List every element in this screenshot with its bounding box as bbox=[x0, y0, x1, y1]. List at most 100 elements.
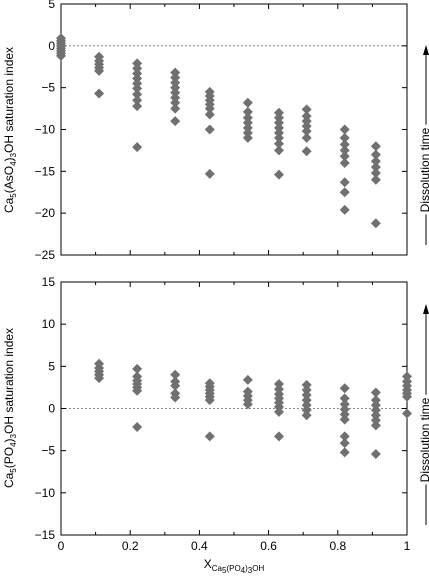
data-point bbox=[370, 410, 381, 421]
top-y-tick-label: −15 bbox=[35, 164, 56, 178]
data-point bbox=[339, 383, 350, 394]
bot-y-tick-label: 10 bbox=[42, 317, 56, 331]
data-point bbox=[370, 156, 381, 167]
data-point bbox=[56, 50, 66, 61]
data-point bbox=[370, 415, 381, 426]
data-point bbox=[170, 392, 181, 403]
data-point bbox=[132, 68, 143, 79]
data-point bbox=[132, 58, 143, 69]
top-y-axis-label: Ca5(AsO4)3OH saturation index bbox=[2, 47, 18, 213]
data-point bbox=[402, 371, 412, 382]
data-point bbox=[301, 104, 312, 115]
top-y-tick-label: −10 bbox=[35, 123, 56, 137]
data-point bbox=[339, 145, 350, 156]
data-point bbox=[242, 117, 253, 128]
data-point bbox=[132, 89, 143, 100]
data-point bbox=[370, 420, 381, 431]
data-point bbox=[170, 67, 181, 78]
data-point bbox=[273, 112, 284, 123]
data-point bbox=[132, 78, 143, 89]
data-point bbox=[242, 132, 253, 143]
data-point bbox=[204, 168, 215, 179]
bot-x-tick-label: 0.6 bbox=[260, 539, 277, 553]
data-point bbox=[339, 438, 350, 449]
data-point bbox=[339, 447, 350, 458]
top-plot-frame bbox=[60, 3, 408, 256]
data-point bbox=[170, 97, 181, 108]
bot-x-tick-label: 0.2 bbox=[122, 539, 139, 553]
data-point bbox=[273, 117, 284, 128]
bot-y-tick-label: 5 bbox=[48, 359, 55, 373]
data-point bbox=[370, 218, 381, 229]
data-point bbox=[301, 390, 312, 401]
data-point bbox=[402, 408, 412, 419]
data-point bbox=[132, 83, 143, 94]
data-point bbox=[273, 431, 284, 442]
data-point bbox=[132, 63, 143, 74]
data-point bbox=[242, 127, 253, 138]
bottom-dissolution-time-arrow bbox=[423, 304, 429, 525]
data-point bbox=[273, 132, 284, 143]
data-point bbox=[242, 399, 253, 410]
top-y-tick-label: 5 bbox=[48, 0, 55, 11]
bottom-y-ticks: 15 10 5 0 −5 −10 −15 bbox=[35, 275, 407, 542]
data-point bbox=[339, 157, 350, 168]
data-point bbox=[301, 405, 312, 416]
data-point bbox=[273, 107, 284, 118]
data-point bbox=[242, 112, 253, 123]
data-point bbox=[273, 384, 284, 395]
data-point bbox=[301, 384, 312, 395]
data-point bbox=[132, 142, 143, 153]
data-point bbox=[339, 187, 350, 198]
data-point bbox=[301, 395, 312, 406]
data-point bbox=[273, 138, 284, 149]
data-point bbox=[242, 374, 253, 385]
data-point bbox=[170, 103, 181, 114]
data-point bbox=[170, 82, 181, 93]
top-y-tick-label: −5 bbox=[41, 81, 55, 95]
data-point bbox=[370, 141, 381, 152]
data-point bbox=[204, 124, 215, 135]
top-y-tick-label: −25 bbox=[35, 248, 56, 262]
data-point bbox=[204, 109, 215, 120]
data-point bbox=[370, 400, 381, 411]
data-point bbox=[339, 177, 350, 188]
data-point bbox=[339, 431, 350, 442]
data-point bbox=[339, 132, 350, 143]
bottom-x-ticks: 0 0.2 0.4 0.6 0.8 1 bbox=[58, 282, 411, 553]
data-point bbox=[339, 393, 350, 404]
bot-y-tick-label: 0 bbox=[48, 402, 55, 416]
data-point bbox=[301, 121, 312, 132]
data-point bbox=[370, 449, 381, 460]
data-point bbox=[339, 151, 350, 162]
data-point bbox=[402, 391, 412, 402]
data-point bbox=[339, 414, 350, 425]
data-point bbox=[170, 369, 181, 380]
bottom-data-points bbox=[94, 358, 412, 460]
data-point bbox=[170, 380, 181, 391]
data-point bbox=[301, 126, 312, 137]
bot-x-tick-label: 0.4 bbox=[191, 539, 208, 553]
data-point bbox=[132, 95, 143, 106]
bot-x-tick-label: 1 bbox=[404, 539, 411, 553]
data-point bbox=[242, 97, 253, 108]
data-point bbox=[301, 111, 312, 122]
data-point bbox=[273, 379, 284, 390]
data-point bbox=[273, 127, 284, 138]
data-point bbox=[339, 399, 350, 410]
data-point bbox=[339, 139, 350, 150]
data-point bbox=[301, 379, 312, 390]
data-point bbox=[273, 406, 284, 417]
bot-x-tick-label: 0 bbox=[58, 539, 65, 553]
data-point bbox=[170, 87, 181, 98]
data-point bbox=[339, 409, 350, 420]
data-point bbox=[370, 387, 381, 398]
bot-y-tick-label: 15 bbox=[42, 275, 56, 289]
data-point bbox=[301, 146, 312, 157]
data-point bbox=[170, 72, 181, 83]
data-point bbox=[370, 174, 381, 185]
data-point bbox=[132, 385, 143, 396]
data-point bbox=[94, 65, 105, 76]
data-point bbox=[132, 73, 143, 84]
